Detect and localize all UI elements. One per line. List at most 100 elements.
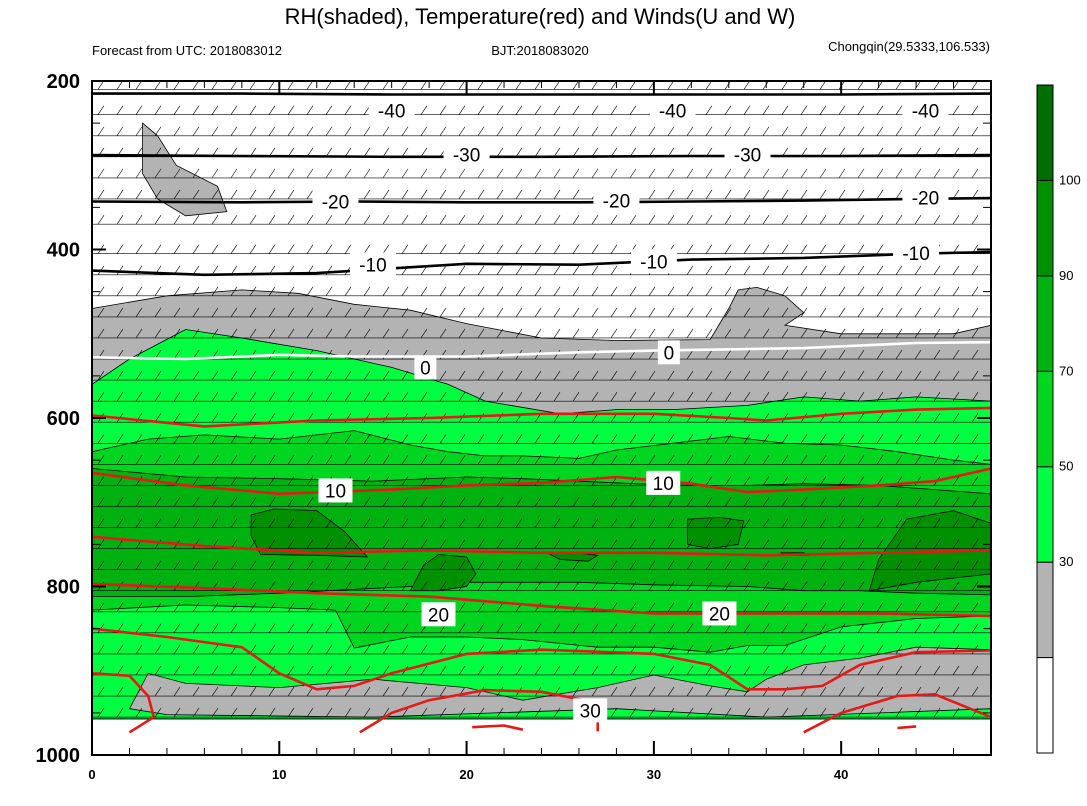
wind-barb — [306, 665, 314, 676]
wind-barb — [743, 518, 751, 528]
colorbar-label: 30 — [1059, 554, 1073, 569]
wind-barb — [724, 265, 732, 275]
wind-barb — [591, 307, 599, 318]
wind-barb — [211, 602, 219, 612]
wind-barb — [401, 623, 409, 634]
wind-barb — [135, 518, 143, 528]
wind-barb — [211, 665, 219, 676]
wind-barb — [572, 105, 580, 115]
wind-barb — [249, 476, 257, 486]
wind-barb — [800, 476, 808, 486]
wind-barb — [705, 189, 713, 200]
wind-barb — [667, 497, 675, 507]
wind-barb — [933, 265, 941, 275]
wind-barb — [439, 126, 447, 136]
wind-barb — [496, 286, 504, 297]
colorbar-label: 70 — [1059, 363, 1073, 378]
wind-barb — [230, 391, 238, 402]
wind-barb — [211, 126, 219, 136]
wind-barb — [648, 686, 656, 697]
rh-shading — [92, 81, 991, 755]
wind-barb — [952, 105, 960, 115]
wind-barb — [876, 539, 884, 549]
wind-barb — [268, 328, 276, 339]
wind-barb — [610, 434, 618, 444]
wind-barb — [743, 497, 751, 507]
wind-barb — [667, 602, 675, 612]
wind-barb — [610, 328, 618, 339]
wind-barb — [705, 391, 713, 402]
wind-barb — [249, 665, 257, 676]
wind-barb — [249, 370, 257, 381]
wind-barb — [173, 307, 181, 318]
wind-barb — [287, 560, 295, 570]
wind-barb — [895, 265, 903, 275]
wind-barb — [819, 518, 827, 528]
wind-barb — [154, 168, 162, 179]
wind-barb — [363, 391, 371, 402]
wind-barb — [610, 307, 618, 318]
wind-barb — [800, 497, 808, 507]
wind-barb — [534, 455, 542, 465]
wind-barb — [971, 602, 979, 612]
wind-barb — [135, 644, 143, 655]
wind-barb — [895, 581, 903, 591]
wind-barb — [230, 434, 238, 444]
wind-barb — [515, 434, 523, 444]
wind-barb — [933, 560, 941, 570]
wind-barb — [306, 497, 314, 507]
wind-barb — [344, 126, 352, 136]
wind-barb — [895, 539, 903, 549]
wind-barb — [496, 391, 504, 402]
wind-barb — [781, 518, 789, 528]
wind-barb — [800, 307, 808, 318]
wind-barb — [268, 244, 276, 254]
wind-barb — [971, 623, 979, 634]
wind-barb — [952, 286, 960, 297]
wind-barb — [496, 518, 504, 528]
colorbar-label: 100 — [1059, 172, 1081, 187]
wind-barb — [819, 497, 827, 507]
wind-barb — [401, 244, 409, 254]
wind-barb — [800, 244, 808, 254]
wind-barb — [458, 497, 466, 507]
wind-barb — [458, 455, 466, 465]
wind-barb — [572, 581, 580, 591]
wind-barb — [819, 105, 827, 115]
wind-barb — [667, 168, 675, 179]
wind-barb — [534, 244, 542, 254]
wind-barb — [344, 455, 352, 465]
wind-barb — [800, 105, 808, 115]
wind-barb — [401, 286, 409, 297]
wind-barb — [591, 391, 599, 402]
wind-barb — [686, 518, 694, 528]
wind-barb — [382, 707, 390, 718]
wind-barb — [762, 328, 770, 339]
wind-barb — [648, 707, 656, 718]
wind-barb — [249, 518, 257, 528]
wind-barb — [876, 434, 884, 444]
wind-barb — [325, 455, 333, 465]
wind-barb — [515, 244, 523, 254]
wind-barb — [192, 168, 200, 179]
wind-barb — [572, 328, 580, 339]
wind-barb — [724, 168, 732, 179]
wind-barb — [629, 434, 637, 444]
wind-barb — [648, 581, 656, 591]
wind-barb — [952, 581, 960, 591]
x-tick-label: 30 — [647, 767, 661, 782]
colorbar-swatch — [1036, 561, 1054, 659]
wind-barb — [458, 105, 466, 115]
wind-barb — [933, 455, 941, 465]
wind-barb — [705, 455, 713, 465]
colorbar-label: 90 — [1059, 268, 1073, 283]
wind-barb — [363, 189, 371, 200]
wind-barb — [192, 215, 200, 225]
wind-barb — [667, 686, 675, 697]
wind-barb — [667, 434, 675, 444]
wind-barb — [382, 434, 390, 444]
wind-barb — [306, 581, 314, 591]
wind-barb — [401, 147, 409, 157]
wind-barb — [705, 307, 713, 318]
